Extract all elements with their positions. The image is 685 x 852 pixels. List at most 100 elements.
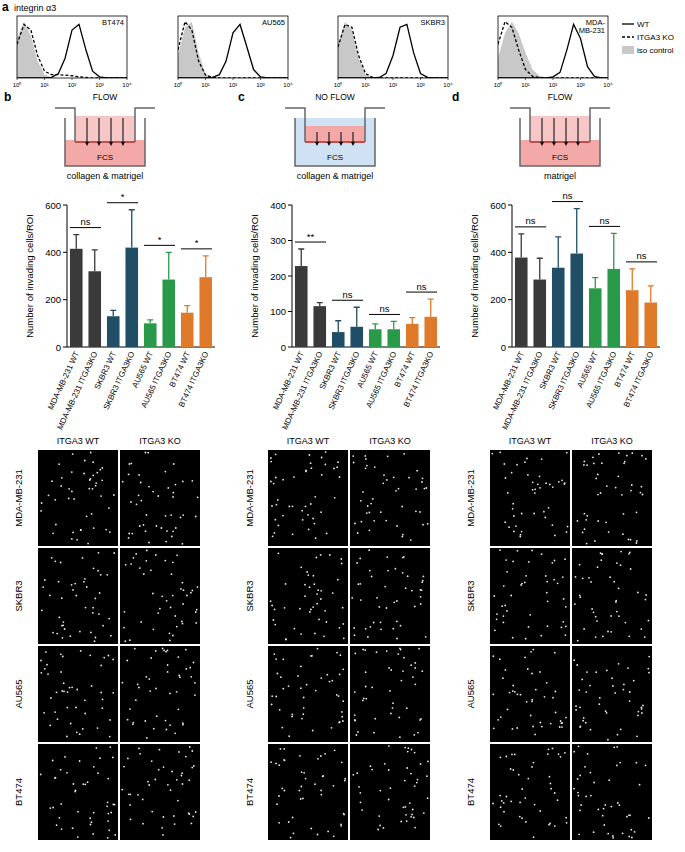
cell-dot bbox=[419, 589, 421, 591]
cell-dot bbox=[98, 613, 100, 615]
cell-dot bbox=[393, 601, 395, 603]
cell-dot bbox=[629, 700, 631, 702]
cell-dot bbox=[505, 756, 507, 758]
cell-dot bbox=[548, 748, 550, 750]
significance-label: * bbox=[121, 191, 125, 202]
significance-label: ns bbox=[416, 281, 426, 292]
cell-dot bbox=[580, 804, 582, 806]
cell-dot bbox=[387, 570, 389, 572]
significance-label: ns bbox=[562, 190, 572, 201]
tick bbox=[288, 205, 292, 206]
legend-swatch bbox=[622, 46, 634, 54]
cell-dot bbox=[166, 600, 168, 602]
cell-dot bbox=[586, 515, 588, 517]
cell-dot bbox=[180, 517, 182, 519]
cell-dot bbox=[320, 554, 322, 556]
cell-dot bbox=[302, 798, 304, 800]
cell-dot bbox=[97, 570, 99, 572]
cell-dot bbox=[293, 476, 295, 478]
cell-dot bbox=[616, 611, 618, 613]
arrow-head bbox=[315, 142, 319, 146]
error-bar bbox=[335, 321, 341, 332]
cell-dot bbox=[93, 766, 95, 768]
cell-dot bbox=[112, 692, 114, 694]
cell-dot bbox=[161, 595, 163, 597]
cell-dot bbox=[66, 772, 68, 774]
cell-dot bbox=[524, 797, 526, 799]
column-header: ITGA3 KO bbox=[139, 436, 181, 446]
lower-chamber bbox=[520, 140, 600, 166]
cell-dot bbox=[365, 686, 367, 688]
cell-dot bbox=[300, 786, 302, 788]
significance-bracket bbox=[369, 314, 400, 315]
bar bbox=[369, 329, 382, 347]
cell-dot bbox=[325, 451, 327, 453]
bar bbox=[570, 254, 583, 347]
cell-dot bbox=[551, 562, 553, 564]
cell-dot bbox=[273, 483, 275, 485]
cell-dot bbox=[606, 670, 608, 672]
bar bbox=[199, 277, 212, 347]
row-label: MDA-MB-231 bbox=[465, 469, 476, 527]
cell-dot bbox=[525, 821, 527, 823]
cell-dot bbox=[283, 748, 285, 750]
cell-dot bbox=[329, 554, 331, 556]
cell-dot bbox=[506, 796, 508, 798]
cell-dot bbox=[499, 658, 501, 660]
tick-label: 10³ bbox=[576, 82, 585, 88]
tick-label: 10⁰ bbox=[174, 81, 183, 88]
cell-dot bbox=[369, 570, 371, 572]
cell-dot bbox=[506, 610, 508, 612]
cell-dot bbox=[567, 526, 569, 528]
cell-dot bbox=[531, 701, 533, 703]
cell-dot bbox=[642, 705, 644, 707]
cell-dot bbox=[90, 478, 92, 480]
cell-dot bbox=[291, 714, 293, 716]
cell-dot bbox=[503, 802, 505, 804]
cell-dot bbox=[418, 648, 420, 650]
cell-dot bbox=[58, 463, 60, 465]
cell-dot bbox=[332, 592, 334, 594]
medium-label: FCS bbox=[552, 153, 568, 162]
cell-dot bbox=[54, 560, 56, 562]
cell-dot bbox=[107, 778, 109, 780]
lower-chamber bbox=[295, 118, 375, 166]
cell-dot bbox=[636, 511, 638, 513]
cell-dot bbox=[384, 586, 386, 588]
cell-dot bbox=[642, 494, 644, 496]
cell-dot bbox=[399, 736, 401, 738]
cell-dot bbox=[403, 556, 405, 558]
cell-dot bbox=[310, 609, 312, 611]
cell-dot bbox=[288, 506, 290, 508]
micrograph bbox=[490, 744, 570, 840]
cell-dot bbox=[322, 775, 324, 777]
histogram-line bbox=[498, 24, 608, 78]
cell-dot bbox=[94, 598, 96, 600]
cell-dot bbox=[282, 479, 284, 481]
cell-dot bbox=[87, 781, 89, 783]
cell-dot bbox=[510, 595, 512, 597]
cell-dot bbox=[421, 481, 423, 483]
y-axis bbox=[512, 205, 513, 347]
cell-dot bbox=[341, 761, 343, 763]
cell-dot bbox=[520, 694, 522, 696]
cell-dot bbox=[151, 811, 153, 813]
cell-dot bbox=[275, 453, 277, 455]
cell-dot bbox=[356, 772, 358, 774]
cell-dot bbox=[516, 464, 518, 466]
cell-dot bbox=[413, 817, 415, 819]
cell-dot bbox=[631, 484, 633, 486]
cell-dot bbox=[281, 787, 283, 789]
cell-dot bbox=[633, 680, 635, 682]
cell-dot bbox=[49, 725, 51, 727]
cell-dot bbox=[143, 524, 145, 526]
cell-dot bbox=[172, 530, 174, 532]
cell-dot bbox=[164, 471, 166, 473]
cell-dot bbox=[313, 575, 315, 577]
cell-dot bbox=[541, 458, 543, 460]
cell-dot bbox=[190, 592, 192, 594]
cell-dot bbox=[107, 837, 109, 839]
significance-bracket bbox=[552, 201, 583, 202]
cell-dot bbox=[315, 537, 317, 539]
cell-dot bbox=[91, 685, 93, 687]
